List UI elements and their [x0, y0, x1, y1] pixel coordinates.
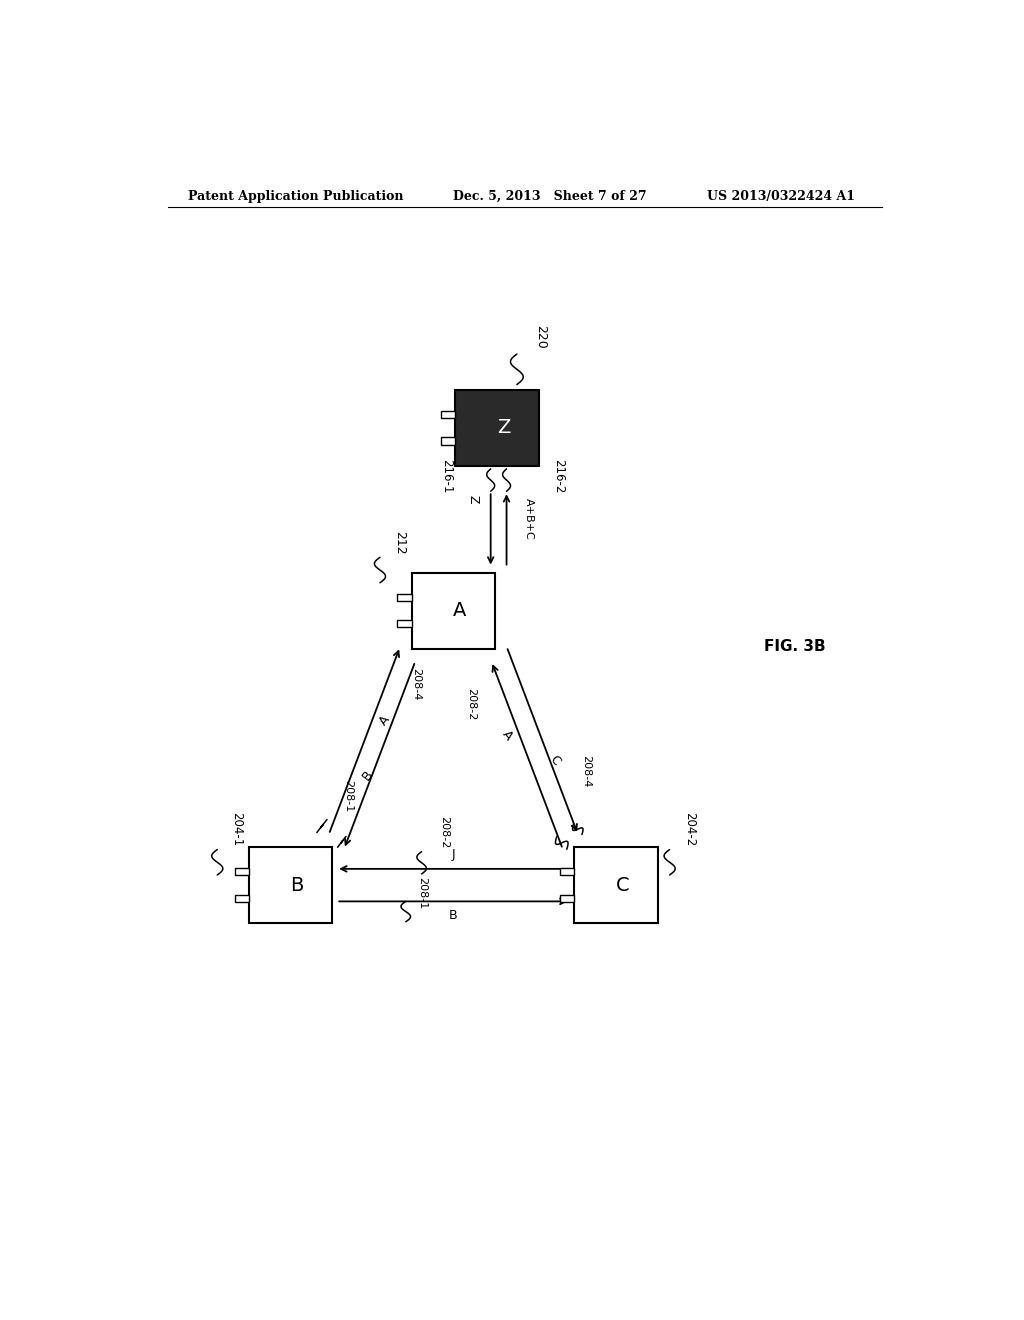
- Text: 204-2: 204-2: [683, 812, 696, 846]
- Bar: [249, 847, 333, 923]
- Text: C: C: [547, 754, 562, 768]
- Text: Z: Z: [467, 495, 479, 503]
- Text: B: B: [359, 768, 376, 783]
- Text: B: B: [291, 875, 304, 895]
- Text: 208-1: 208-1: [417, 878, 427, 909]
- Text: 208-4: 208-4: [581, 755, 591, 787]
- Text: Dec. 5, 2013   Sheet 7 of 27: Dec. 5, 2013 Sheet 7 of 27: [454, 190, 647, 202]
- Bar: [441, 411, 456, 418]
- Text: 208-2: 208-2: [439, 816, 449, 849]
- Text: A+B+C: A+B+C: [523, 499, 534, 540]
- Text: 208-1: 208-1: [343, 780, 353, 812]
- Text: 208-4: 208-4: [411, 668, 421, 701]
- Text: 216-1: 216-1: [440, 459, 454, 494]
- Text: FIG. 3B: FIG. 3B: [764, 639, 825, 653]
- Bar: [234, 895, 249, 902]
- Text: 212: 212: [393, 531, 407, 554]
- Bar: [234, 869, 249, 875]
- Text: Z: Z: [497, 418, 510, 437]
- Bar: [574, 847, 657, 923]
- Bar: [560, 895, 574, 902]
- Text: 220: 220: [535, 325, 547, 348]
- Text: A: A: [453, 601, 466, 620]
- Text: Patent Application Publication: Patent Application Publication: [187, 190, 403, 202]
- Text: 204-1: 204-1: [230, 812, 244, 846]
- Text: A: A: [500, 727, 515, 742]
- Bar: [560, 869, 574, 875]
- Text: B: B: [450, 909, 458, 923]
- Text: A: A: [377, 713, 392, 727]
- Text: J: J: [452, 849, 456, 861]
- Text: 208-2: 208-2: [467, 688, 476, 721]
- Bar: [412, 573, 495, 649]
- Bar: [397, 620, 412, 627]
- Bar: [397, 594, 412, 601]
- Bar: [441, 437, 456, 445]
- Text: 216-2: 216-2: [552, 459, 564, 494]
- Text: US 2013/0322424 A1: US 2013/0322424 A1: [708, 190, 855, 202]
- Text: C: C: [615, 875, 629, 895]
- Bar: [456, 389, 539, 466]
